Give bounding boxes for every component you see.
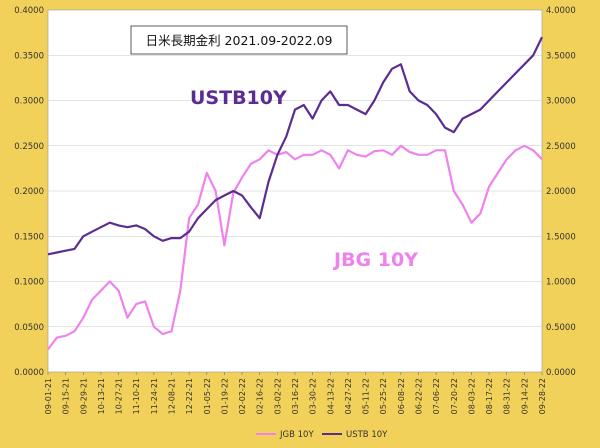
legend-label-jgb: JGB 10Y — [279, 430, 314, 440]
right-tick-label: 3.0000 — [546, 97, 576, 107]
x-tick-label: 08-17-22 — [485, 378, 494, 414]
x-tick-label: 09-15-21 — [62, 378, 71, 414]
right-tick-label: 2.0000 — [546, 187, 576, 197]
gridlines — [48, 54, 542, 328]
x-tick-label: 09-01-21 — [44, 378, 53, 414]
right-tick-label: 1.5000 — [546, 232, 576, 242]
series-line-ustb — [47, 36, 543, 256]
x-tick-label: 02-16-22 — [256, 378, 265, 414]
right-tick-label: 2.5000 — [546, 142, 576, 152]
left-tick-label: 0.0500 — [14, 323, 44, 333]
x-tick-label: 07-20-22 — [450, 378, 459, 414]
x-tick-label: 08-03-22 — [467, 378, 476, 414]
chart-title: 日米長期金利 2021.09-2022.09 — [146, 33, 333, 48]
x-tick-label: 01-05-22 — [203, 378, 212, 414]
left-tick-label: 0.4000 — [14, 6, 44, 16]
x-tick-label: 04-27-22 — [344, 378, 353, 414]
x-tick-label: 11-10-21 — [132, 378, 141, 414]
series-line-jgb — [47, 144, 543, 351]
title-box — [130, 25, 348, 55]
x-tick-label: 03-30-22 — [309, 378, 318, 414]
x-tick-label: 11-24-21 — [150, 378, 159, 414]
ustb-annotation: USTB10Y — [190, 87, 287, 109]
x-tick-label: 03-02-22 — [273, 378, 282, 414]
x-tick-label: 10-13-21 — [97, 378, 106, 414]
right-tick-label: 3.5000 — [546, 51, 576, 61]
x-tick-label: 06-22-22 — [415, 378, 424, 414]
left-axis-ticks: 0.4000 0.3500 0.3000 0.2500 0.2000 0.1500 0.10… — [14, 6, 44, 378]
x-tick-label: 09-29-21 — [79, 378, 88, 414]
x-axis-ticks: 09-01-21 09-15-21 09-29-21 10-13-21 10-27-21… — [44, 372, 547, 414]
left-tick-label: 0.2500 — [14, 142, 44, 152]
x-tick-label: 07-06-22 — [432, 378, 441, 414]
x-tick-label: 05-25-22 — [379, 378, 388, 414]
left-tick-label: 0.3500 — [14, 51, 44, 61]
x-tick-label: 05-11-22 — [362, 378, 371, 414]
x-tick-label: 12-08-21 — [168, 378, 177, 414]
x-tick-label: 09-28-22 — [538, 378, 547, 414]
right-axis-ticks: 4.0000 3.5000 3.0000 2.5000 2.0000 1.5000 1.00… — [546, 6, 576, 378]
left-tick-label: 0.1000 — [14, 278, 44, 288]
right-tick-label: 1.0000 — [546, 278, 576, 288]
x-tick-label: 10-27-21 — [115, 378, 124, 414]
legend: JGB 10Y USTB 10Y — [256, 430, 388, 440]
x-tick-label: 01-19-22 — [220, 378, 229, 414]
x-tick-label: 06-08-22 — [397, 378, 406, 414]
legend-label-ustb: USTB 10Y — [346, 430, 388, 440]
jgb-annotation: JBG 10Y — [332, 249, 418, 271]
left-tick-label: 0.1500 — [14, 232, 44, 242]
right-tick-label: 0.5000 — [546, 323, 576, 333]
right-tick-label: 0.0000 — [546, 368, 576, 378]
series-lines — [47, 36, 543, 351]
x-tick-label: 12-22-21 — [185, 378, 194, 414]
left-tick-label: 0.0000 — [14, 368, 44, 378]
x-tick-label: 08-31-22 — [503, 378, 512, 414]
right-tick-label: 4.0000 — [546, 6, 576, 16]
left-tick-label: 0.2000 — [14, 187, 44, 197]
left-tick-label: 0.3000 — [14, 97, 44, 107]
x-tick-label: 04-13-22 — [326, 378, 335, 414]
x-tick-label: 09-14-22 — [520, 378, 529, 414]
x-tick-label: 03-16-22 — [291, 378, 300, 414]
x-tick-label: 02-02-22 — [238, 378, 247, 414]
